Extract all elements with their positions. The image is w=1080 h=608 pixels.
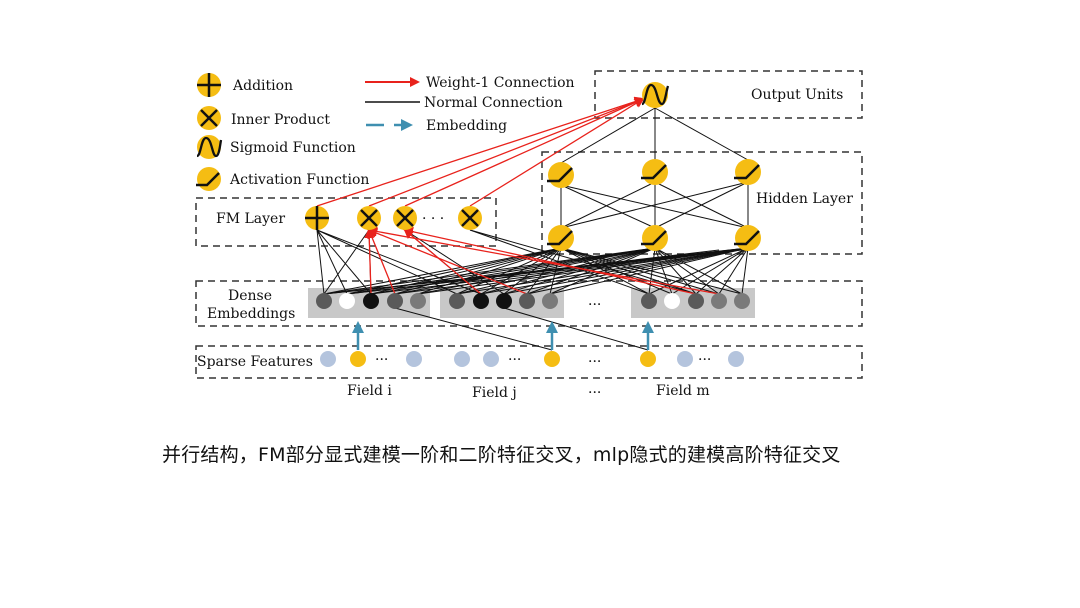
output-sigmoid-node: [641, 82, 670, 108]
embedding-hidden-connection: [549, 247, 749, 295]
normal-connections: [316, 107, 749, 351]
embedding-hidden-connection: [480, 247, 562, 295]
sparse-box: [195, 345, 863, 379]
embedding-hidden-connection: [560, 247, 720, 295]
output-units-label: Output Units: [751, 87, 843, 103]
hidden-layer-label: Hidden Layer: [756, 191, 853, 207]
embedding-hidden-connection: [503, 247, 749, 295]
weight1-embedding-connection: [403, 226, 697, 295]
fm-addition-node: [305, 206, 329, 230]
embedding-hidden-connection: [323, 247, 656, 295]
dense-label-line1: Dense: [228, 288, 272, 304]
fm-ellipsis: · · ·: [422, 211, 444, 227]
weight1-embedding-connection: [367, 228, 528, 295]
fm-inner-product-node: [357, 206, 381, 230]
inner-product-icon: [197, 106, 221, 130]
fm-add-connection: [316, 229, 348, 295]
cross-connection: [394, 307, 553, 351]
layer-boxes: [195, 70, 863, 379]
dense-label-line2: Embeddings: [207, 306, 295, 322]
hidden-connection: [654, 181, 749, 229]
embedding-hidden-connection: [526, 247, 749, 295]
hidden-activation-node: [734, 159, 761, 185]
hidden-activation-node: [641, 225, 668, 251]
hidden-activation-node: [547, 225, 574, 251]
embedding-hidden-connection: [648, 247, 749, 295]
fm-product-connection: [404, 229, 505, 295]
sigmoid-icon: [196, 135, 223, 159]
field-i-label: Field i: [347, 383, 392, 399]
legend-activation-label: Activation Function: [229, 172, 369, 188]
hidden-connection: [560, 181, 656, 229]
weight1-embedding-connection: [364, 228, 375, 295]
legend-embedding-label: Embedding: [426, 118, 507, 134]
hidden-activation-node: [547, 162, 574, 188]
caption-text: 并行结构，FM部分显式建模一阶和二阶特征交叉，mlp隐式的建模高阶特征交叉: [162, 444, 841, 466]
output-box: [594, 70, 863, 119]
fm-add-connection: [316, 229, 482, 295]
field-m-label: Field m: [656, 383, 710, 399]
weight1-embedding-connection: [367, 228, 396, 295]
sparse-ellipsis-mid: ···: [588, 354, 601, 370]
dense-ellipsis: ···: [588, 297, 601, 313]
legend-normal-label: Normal Connection: [424, 95, 563, 111]
weight1-to-output: [368, 97, 645, 207]
embedding-dots: [316, 293, 750, 309]
weight1-connections: [316, 96, 720, 295]
legend-weight1-label: Weight-1 Connection: [426, 75, 575, 91]
weight1-embedding-connection: [403, 228, 482, 295]
embedding-hidden-connection: [648, 247, 656, 295]
sparse-ellipsis-i: ···: [375, 352, 388, 368]
activation-icon: [196, 167, 221, 191]
output-hidden-connection: [654, 107, 749, 161]
weight1-to-output: [469, 97, 645, 207]
embedding-hidden-connection: [654, 247, 697, 295]
cross-connection: [503, 307, 649, 351]
fm-box: [195, 197, 497, 247]
sparse-dots: [320, 351, 744, 367]
embedding-hidden-connection: [741, 247, 749, 295]
fm-add-connection: [316, 229, 458, 295]
fm-add-connection: [316, 229, 325, 295]
fm-product-connection: [323, 229, 370, 295]
fm-add-connection: [316, 229, 372, 295]
fm-layer-label: FM Layer: [216, 211, 285, 227]
weight1-to-output: [316, 96, 645, 207]
dense-box: [195, 280, 863, 327]
embedding-hidden-connection: [671, 247, 749, 295]
legend: Addition Inner Product Sigmoid Function …: [196, 73, 575, 191]
hidden-connection: [560, 181, 749, 229]
legend-inner-product-label: Inner Product: [231, 112, 330, 128]
weight1-to-output: [404, 97, 645, 207]
field-ellipsis: ···: [588, 385, 601, 401]
sparse-features-label: Sparse Features: [197, 354, 313, 370]
sparse-ellipsis-j: ···: [508, 352, 521, 368]
embedding-hidden-connection: [370, 247, 656, 295]
output-hidden-connection: [560, 107, 656, 164]
hidden-activation-node: [641, 159, 668, 185]
embedding-hidden-connection: [654, 247, 720, 295]
hidden-activation-node: [734, 225, 761, 251]
fm-inner-product-node: [458, 206, 482, 230]
weight1-embedding-connection: [367, 226, 720, 295]
embedding-hidden-connection: [370, 247, 562, 295]
legend-sigmoid-label: Sigmoid Function: [230, 140, 356, 156]
embedding-hidden-connection: [695, 247, 749, 295]
fm-product-connection: [469, 229, 650, 295]
addition-icon: [197, 73, 221, 97]
sparse-ellipsis-m: ···: [698, 352, 711, 368]
embedding-hidden-connection: [394, 247, 656, 295]
field-j-label: Field j: [472, 385, 517, 401]
embedding-arrows: [352, 321, 654, 350]
embedding-hidden-connection: [456, 247, 749, 295]
embedding-hidden-connection: [718, 247, 749, 295]
embedding-hidden-connection: [417, 247, 749, 295]
legend-addition-label: Addition: [232, 78, 293, 94]
hidden-connection: [560, 184, 656, 229]
cross-connection: [346, 249, 720, 295]
fm-inner-product-node: [393, 206, 417, 230]
embedding-hidden-connection: [394, 247, 562, 295]
